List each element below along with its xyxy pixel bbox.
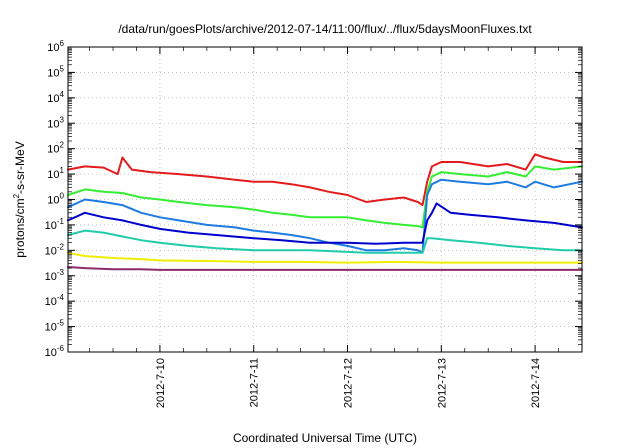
y-tick-label: 100 — [47, 192, 64, 207]
y-tick-label: 101 — [47, 166, 64, 181]
y-tick-label: 102 — [47, 141, 64, 156]
y-tick-label: 10-5 — [45, 319, 65, 334]
series-line-3 — [67, 202, 583, 245]
y-axis-title-main: protons/cm — [13, 198, 27, 257]
y-tick-label: 105 — [47, 64, 64, 79]
grid — [68, 47, 582, 352]
chart-title: /data/run/goesPlots/archive/2012-07-14/1… — [118, 22, 532, 36]
y-tick-label: 106 — [47, 39, 64, 54]
series-line-1 — [67, 165, 583, 229]
series-line-6 — [67, 266, 583, 271]
x-tick-label: 2012-7-13 — [436, 358, 448, 408]
x-tick-label: 2012-7-12 — [343, 358, 355, 408]
y-tick-label: 10-4 — [45, 293, 65, 308]
y-tick-label: 103 — [47, 115, 64, 130]
y-tick-label: 10-1 — [45, 217, 65, 232]
x-tick-label: 2012-7-10 — [155, 358, 167, 408]
y-tick-label: 10-2 — [45, 242, 65, 257]
series-line-5 — [67, 251, 583, 264]
series-line-2 — [67, 178, 583, 254]
y-axis-title-rest: -s-sr-MeV — [13, 141, 27, 194]
y-axis-title: protons/cm2-s-sr-MeV — [12, 141, 27, 257]
y-axis-title-sup: 2 — [12, 193, 21, 198]
series-line-0 — [67, 153, 583, 207]
y-tick-label: 10-6 — [45, 344, 65, 359]
y-tick-label: 10-3 — [45, 268, 65, 283]
series-group — [67, 153, 583, 271]
series-line-4 — [67, 229, 583, 254]
y-tick-label: 104 — [47, 90, 64, 105]
x-axis-title: Coordinated Universal Time (UTC) — [233, 431, 417, 445]
x-tick-label: 2012-7-11 — [249, 358, 261, 407]
x-tick-label: 2012-7-14 — [530, 358, 542, 408]
axes: 10-6 10-5 10-4 10-3 10-2 10-1 100 101 102 103 104 1… — [45, 39, 583, 408]
